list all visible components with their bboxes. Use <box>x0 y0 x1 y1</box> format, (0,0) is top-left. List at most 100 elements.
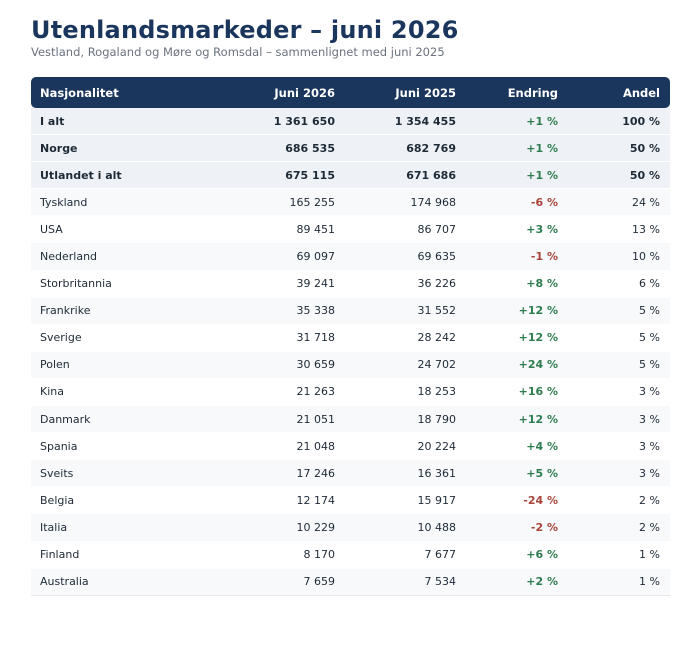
cell-share: 50 % <box>629 168 660 182</box>
table-row: Norge 686 535 682 769 +1 % 50 % <box>31 135 670 163</box>
cell-nationality: Sveits <box>40 466 74 480</box>
cell-share: 2 % <box>639 493 660 507</box>
cell-share: 1 % <box>639 575 660 589</box>
cell-change: -1 % <box>530 250 558 264</box>
cell-nationality: Polen <box>40 358 70 372</box>
cell-june-2026: 686 535 <box>285 141 335 155</box>
table-row: I alt 1 361 650 1 354 455 +1 % 100 % <box>31 108 670 136</box>
cell-june-2025: 18 253 <box>417 385 457 399</box>
cell-change: +1 % <box>526 141 558 155</box>
cell-june-2026: 1 361 650 <box>273 114 335 128</box>
table-row: Frankrike 35 338 31 552 +12 % 5 % <box>31 297 670 325</box>
cell-nationality: Kina <box>40 385 64 399</box>
cell-change: +4 % <box>526 439 558 453</box>
cell-share: 1 % <box>639 548 660 562</box>
table-row: Nederland 69 097 69 635 -1 % 10 % <box>31 243 670 271</box>
cell-nationality: Nederland <box>40 250 98 264</box>
cell-change: -2 % <box>530 520 558 534</box>
table-row: Kina 21 263 18 253 +16 % 3 % <box>31 378 670 407</box>
cell-change: +12 % <box>518 331 558 345</box>
table-row: Storbritannia 39 241 36 226 +8 % 6 % <box>31 270 670 298</box>
cell-june-2026: 21 051 <box>296 412 336 426</box>
table-row: Finland 8 170 7 677 +6 % 1 % <box>31 541 670 569</box>
table-row: Utlandet i alt 675 115 671 686 +1 % 50 % <box>31 162 670 190</box>
cell-june-2026: 17 246 <box>296 466 336 480</box>
cell-june-2026: 39 241 <box>296 277 336 291</box>
page-subtitle: Vestland, Rogaland og Møre og Romsdal – … <box>31 45 445 59</box>
cell-share: 50 % <box>629 141 660 155</box>
cell-nationality: Australia <box>40 575 89 589</box>
cell-share: 10 % <box>632 250 660 264</box>
cell-share: 24 % <box>632 195 660 209</box>
cell-nationality: USA <box>40 222 63 236</box>
cell-share: 6 % <box>639 277 660 291</box>
column-header-nationality: Nasjonalitet <box>40 85 119 100</box>
cell-change: +12 % <box>518 412 558 426</box>
table-row: Polen 30 659 24 702 +24 % 5 % <box>31 351 670 379</box>
table-row: Australia 7 659 7 534 +2 % 1 % <box>31 568 670 596</box>
cell-change: +1 % <box>526 168 558 182</box>
cell-share: 3 % <box>639 385 660 399</box>
cell-nationality: Spania <box>40 439 78 453</box>
cell-june-2025: 31 552 <box>417 304 457 318</box>
cell-nationality: Belgia <box>40 493 75 507</box>
column-header-share: Andel <box>622 85 660 100</box>
cell-nationality: Norge <box>40 141 78 155</box>
cell-nationality: Storbritannia <box>40 277 112 291</box>
cell-share: 2 % <box>639 520 660 534</box>
cell-change: +2 % <box>526 575 558 589</box>
table-row: Belgia 12 174 15 917 -24 % 2 % <box>31 487 670 515</box>
cell-june-2026: 675 115 <box>285 168 335 182</box>
page-title: Utenlandsmarkeder – juni 2026 <box>31 16 459 44</box>
cell-june-2026: 12 174 <box>296 493 336 507</box>
table-header: Nasjonalitet Juni 2026 Juni 2025 Endring… <box>31 77 670 108</box>
cell-nationality: I alt <box>40 114 65 128</box>
table-row: Spania 21 048 20 224 +4 % 3 % <box>31 433 670 461</box>
cell-share: 3 % <box>639 466 660 480</box>
cell-june-2026: 89 451 <box>296 222 336 236</box>
cell-nationality: Italia <box>40 520 68 534</box>
cell-june-2025: 20 224 <box>417 439 457 453</box>
cell-june-2025: 682 769 <box>406 141 456 155</box>
column-header-change: Endring <box>507 85 558 100</box>
cell-share: 13 % <box>632 222 660 236</box>
cell-june-2025: 671 686 <box>406 168 456 182</box>
cell-june-2025: 15 917 <box>417 493 457 507</box>
markets-table: Nasjonalitet Juni 2026 Juni 2025 Endring… <box>31 77 670 596</box>
cell-change: +24 % <box>518 358 558 372</box>
cell-june-2025: 174 968 <box>410 195 457 209</box>
cell-june-2026: 35 338 <box>296 304 336 318</box>
cell-june-2026: 10 229 <box>296 520 336 534</box>
cell-change: -6 % <box>530 195 558 209</box>
column-header-june-2026: Juni 2026 <box>274 85 335 100</box>
cell-change: +3 % <box>526 222 558 236</box>
table-row: Sveits 17 246 16 361 +5 % 3 % <box>31 460 670 488</box>
cell-june-2025: 1 354 455 <box>394 114 456 128</box>
table-row: Danmark 21 051 18 790 +12 % 3 % <box>31 406 670 434</box>
cell-june-2026: 31 718 <box>296 331 336 345</box>
table-row: USA 89 451 86 707 +3 % 13 % <box>31 216 670 244</box>
cell-nationality: Finland <box>40 548 80 562</box>
cell-change: +1 % <box>526 114 558 128</box>
cell-share: 3 % <box>639 439 660 453</box>
cell-change: +8 % <box>526 277 558 291</box>
cell-change: +16 % <box>518 385 558 399</box>
cell-nationality: Utlandet i alt <box>40 168 122 182</box>
cell-change: +6 % <box>526 548 558 562</box>
cell-june-2026: 7 659 <box>303 575 336 589</box>
cell-share: 3 % <box>639 412 660 426</box>
cell-nationality: Frankrike <box>40 304 91 318</box>
cell-nationality: Danmark <box>40 412 91 426</box>
cell-nationality: Tyskland <box>40 195 88 209</box>
cell-change: +5 % <box>526 466 558 480</box>
cell-change: +12 % <box>518 304 558 318</box>
cell-june-2026: 8 170 <box>303 548 336 562</box>
table-row: Tyskland 165 255 174 968 -6 % 24 % <box>31 189 670 217</box>
table-body: I alt 1 361 650 1 354 455 +1 % 100 % Norge 686… <box>31 108 670 596</box>
cell-june-2026: 69 097 <box>296 250 336 264</box>
cell-june-2025: 69 635 <box>417 250 457 264</box>
cell-share: 5 % <box>639 358 660 372</box>
column-header-june-2025: Juni 2025 <box>395 85 456 100</box>
cell-june-2025: 36 226 <box>417 277 457 291</box>
